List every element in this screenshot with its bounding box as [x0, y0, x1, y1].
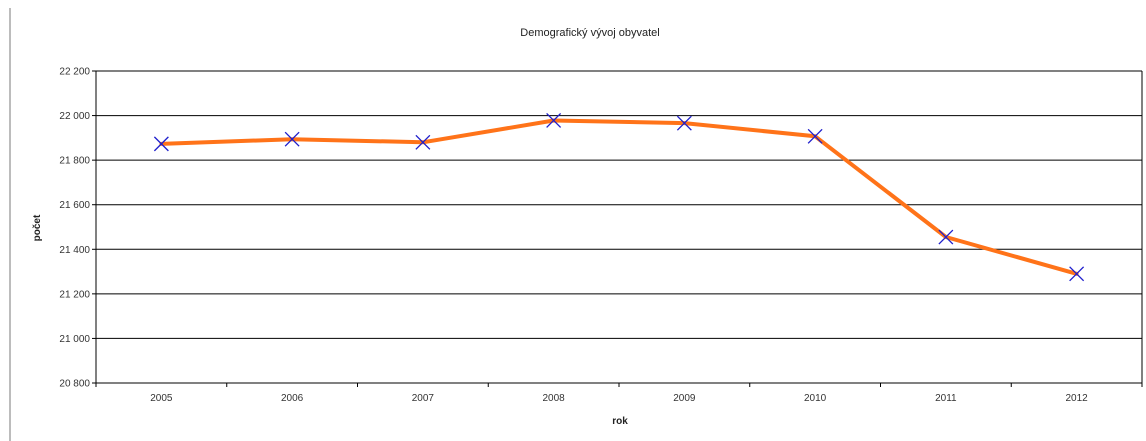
x-tick-label: 2008 — [543, 393, 566, 404]
data-point-marker — [938, 229, 954, 245]
x-tick-label: 2009 — [673, 393, 696, 404]
y-tick-label: 21 400 — [59, 245, 90, 256]
data-point-marker — [284, 131, 300, 147]
y-tick-label: 21 000 — [59, 334, 90, 345]
x-tick-label: 2006 — [281, 393, 304, 404]
data-point-marker — [546, 113, 562, 128]
data-point-marker — [153, 136, 169, 152]
x-axis-label: rok — [612, 416, 628, 427]
x-tick-label: 2012 — [1066, 393, 1089, 404]
data-point-marker — [415, 134, 431, 150]
y-tick-label: 22 200 — [59, 67, 90, 78]
y-tick-label: 21 800 — [59, 156, 90, 167]
y-tick-label: 20 800 — [59, 379, 90, 390]
x-axis: 2005 2006 2007 2008 2009 2010 2011 2012 — [95, 383, 1143, 404]
x-tick-label: 2007 — [412, 393, 435, 404]
series-line — [159, 118, 1079, 276]
y-axis: 20 800 21 000 21 200 21 400 21 600 21 800 22 0… — [59, 67, 1143, 390]
data-point-marker — [1069, 266, 1085, 282]
data-point-marker — [676, 115, 692, 131]
x-tick-label: 2005 — [150, 393, 173, 404]
chart-title: Demografický vývoj obyvatel — [520, 27, 659, 39]
y-tick-label: 22 000 — [59, 111, 90, 122]
data-point-marker — [807, 128, 823, 144]
x-tick-label: 2011 — [935, 393, 957, 404]
x-tick-label: 2010 — [804, 393, 827, 404]
gridlines — [96, 70, 1142, 384]
y-tick-label: 21 600 — [59, 200, 90, 211]
y-tick-label: 21 200 — [59, 289, 90, 300]
data-markers — [153, 113, 1085, 282]
y-axis-label: počet — [32, 214, 43, 241]
